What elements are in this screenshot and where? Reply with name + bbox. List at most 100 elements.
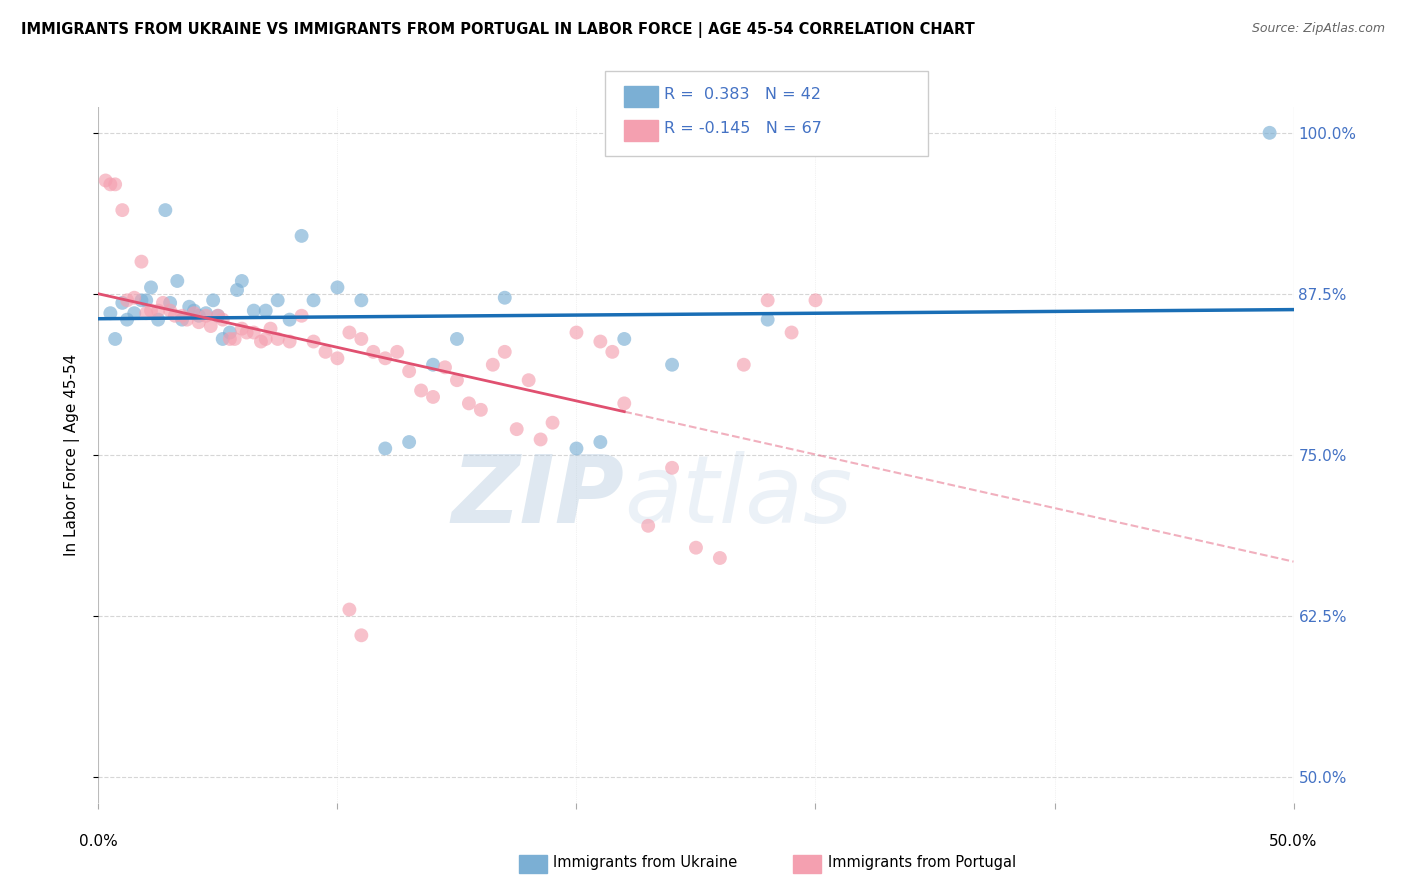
Point	[111, 203, 134, 218]
Point	[183, 306, 205, 320]
Point	[104, 332, 127, 346]
Point	[433, 360, 456, 375]
Point	[267, 332, 290, 346]
Point	[219, 326, 242, 340]
Point	[685, 541, 707, 555]
Text: atlas: atlas	[624, 451, 852, 542]
Point	[411, 384, 433, 398]
Point	[131, 293, 153, 308]
Point	[446, 373, 468, 387]
Point	[398, 435, 420, 450]
Text: R =  0.383   N = 42: R = 0.383 N = 42	[664, 87, 821, 102]
Text: Source: ZipAtlas.com: Source: ZipAtlas.com	[1251, 22, 1385, 36]
Point	[219, 332, 242, 346]
Point	[231, 321, 253, 335]
Point	[494, 344, 516, 359]
Point	[339, 602, 360, 616]
Text: IMMIGRANTS FROM UKRAINE VS IMMIGRANTS FROM PORTUGAL IN LABOR FORCE | AGE 45-54 C: IMMIGRANTS FROM UKRAINE VS IMMIGRANTS FR…	[21, 22, 974, 38]
Text: 0.0%: 0.0%	[79, 834, 118, 849]
Point	[172, 312, 194, 326]
Point	[613, 332, 636, 346]
Point	[135, 306, 157, 320]
Point	[159, 296, 181, 310]
Point	[291, 228, 314, 243]
Point	[135, 293, 157, 308]
Point	[115, 312, 138, 326]
Point	[613, 396, 636, 410]
Point	[124, 291, 146, 305]
Point	[326, 280, 349, 294]
Point	[98, 306, 122, 320]
Point	[104, 178, 127, 192]
Point	[278, 312, 301, 326]
Point	[589, 334, 612, 349]
Point	[661, 358, 683, 372]
Point	[94, 173, 117, 187]
Point	[202, 293, 225, 308]
Text: Immigrants from Portugal: Immigrants from Portugal	[828, 855, 1017, 870]
Point	[446, 332, 468, 346]
Point	[207, 309, 229, 323]
Point	[235, 326, 257, 340]
Point	[422, 390, 444, 404]
Point	[148, 303, 170, 318]
Point	[780, 326, 803, 340]
Point	[250, 334, 273, 349]
Point	[243, 303, 266, 318]
Point	[139, 280, 162, 294]
Point	[302, 334, 325, 349]
Point	[254, 332, 277, 346]
Point	[172, 309, 194, 323]
Point	[139, 303, 162, 318]
Point	[278, 334, 301, 349]
Point	[254, 303, 277, 318]
Point	[481, 358, 505, 372]
Text: ZIP: ZIP	[451, 450, 624, 542]
Point	[637, 518, 659, 533]
Point	[385, 344, 409, 359]
Point	[756, 293, 779, 308]
Point	[350, 293, 373, 308]
Point	[589, 435, 612, 450]
Point	[709, 551, 731, 566]
Point	[733, 358, 755, 372]
Point	[211, 312, 233, 326]
Point	[661, 460, 683, 475]
Point	[159, 303, 181, 318]
Point	[1258, 126, 1281, 140]
Point	[458, 396, 481, 410]
Point	[302, 293, 325, 308]
Point	[115, 293, 138, 308]
Y-axis label: In Labor Force | Age 45-54: In Labor Force | Age 45-54	[65, 354, 80, 556]
Point	[565, 442, 588, 456]
Point	[211, 332, 233, 346]
Point	[350, 332, 373, 346]
Text: R = -0.145   N = 67: R = -0.145 N = 67	[664, 121, 821, 136]
Point	[155, 203, 177, 218]
Point	[267, 293, 290, 308]
Point	[243, 326, 266, 340]
Point	[176, 312, 198, 326]
Point	[98, 178, 122, 192]
Point	[111, 296, 134, 310]
Point	[541, 416, 564, 430]
Point	[470, 402, 492, 417]
Text: 50.0%: 50.0%	[1270, 834, 1317, 849]
Point	[194, 309, 218, 323]
Point	[291, 309, 314, 323]
Point	[194, 306, 218, 320]
Point	[374, 442, 396, 456]
Point	[315, 344, 337, 359]
Point	[183, 303, 205, 318]
Point	[339, 326, 360, 340]
Point	[374, 351, 396, 366]
Point	[529, 433, 551, 447]
Point	[363, 344, 385, 359]
Point	[398, 364, 420, 378]
Point	[207, 309, 229, 323]
Point	[152, 296, 174, 310]
Point	[231, 274, 253, 288]
Point	[422, 358, 444, 372]
Point	[124, 306, 146, 320]
Point	[350, 628, 373, 642]
